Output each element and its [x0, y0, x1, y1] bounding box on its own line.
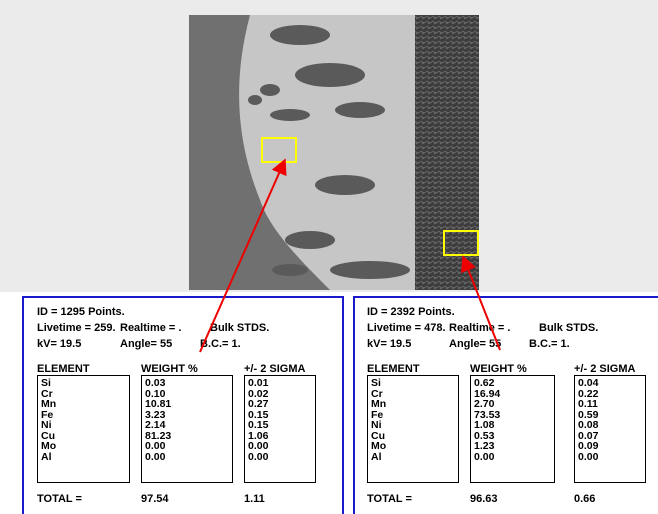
- micrograph-overlay: [0, 0, 658, 514]
- page: ID = 1295 Points.Livetime = 259.Realtime…: [0, 0, 658, 514]
- micrograph-phase: [415, 15, 479, 290]
- arrow: [464, 259, 500, 350]
